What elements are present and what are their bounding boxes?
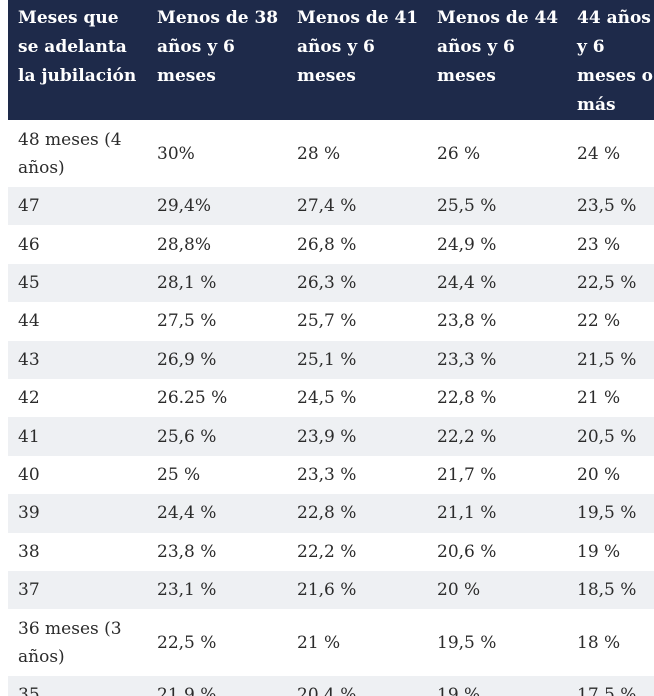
months-cell: 37: [18, 580, 40, 601]
less-41-6-cell: 28 %: [297, 143, 341, 164]
less-38-6-cell: 30%: [157, 143, 195, 164]
table-row: 37 23,1 % 21,6 % 20 % 18,5 %: [8, 570, 654, 610]
less-41-6-cell: 21 %: [297, 632, 341, 653]
less-38-6-cell: 25 %: [157, 464, 201, 485]
less-44-6-cell: 21,1 %: [437, 503, 497, 524]
table-row: 43 26,9 % 25,1 % 23,3 % 21,5 %: [8, 340, 654, 379]
months-cell: 42: [18, 388, 40, 409]
table-body: 48 meses (4 años) 30% 28 % 26 % 24 % 47 29,4% 2…: [8, 120, 654, 696]
reduction-table: Meses que se adelanta la jubilación Meno…: [8, 0, 654, 696]
more-44-6-cell: 21,5 %: [577, 349, 637, 370]
less-38-6-cell: 27,5 %: [157, 311, 217, 332]
more-44-6-cell: 22 %: [577, 311, 621, 332]
less-41-6-cell: 25,7 %: [297, 311, 357, 332]
more-44-6-cell: 18 %: [577, 632, 621, 653]
less-41-6-cell: 26,3 %: [297, 272, 357, 293]
less-44-6-cell: 25,5 %: [437, 196, 497, 217]
less-38-6-cell: 28,1 %: [157, 272, 217, 293]
less-44-6-cell: 20,6 %: [437, 541, 497, 562]
months-cell: 35: [18, 685, 40, 696]
table-header: Meses que se adelanta la jubilación Meno…: [8, 0, 654, 120]
table-row: 40 25 % 23,3 % 21,7 % 20 %: [8, 455, 654, 495]
months-cell: 46: [18, 234, 40, 255]
less-38-6-cell: 26.25 %: [157, 388, 228, 409]
less-41-6-cell: 25,1 %: [297, 349, 357, 370]
header-less-38-6: Menos de 38 años y 6 meses: [157, 8, 279, 86]
months-cell: 40: [18, 464, 40, 485]
months-cell: 44: [18, 311, 40, 332]
less-44-6-cell: 19,5 %: [437, 632, 497, 653]
table-row: 36 meses (3 años) 22,5 % 21 % 19,5 % 18 %: [8, 609, 654, 677]
months-cell: 47: [18, 196, 40, 217]
more-44-6-cell: 17,5 %: [577, 685, 637, 696]
more-44-6-cell: 21 %: [577, 388, 621, 409]
header-months-early: Meses que se adelanta la jubilación: [18, 8, 137, 86]
less-38-6-cell: 25,6 %: [157, 426, 217, 447]
table-row: 48 meses (4 años) 30% 28 % 26 % 24 %: [8, 120, 654, 187]
less-44-6-cell: 22,8 %: [437, 388, 497, 409]
less-41-6-cell: 20,4 %: [297, 685, 357, 696]
less-44-6-cell: 23,8 %: [437, 311, 497, 332]
table-row: 42 26.25 % 24,5 % 22,8 % 21 %: [8, 378, 654, 418]
less-38-6-cell: 29,4%: [157, 196, 212, 217]
less-38-6-cell: 24,4 %: [157, 503, 217, 524]
table-row: 45 28,1 % 26,3 % 24,4 % 22,5 %: [8, 263, 654, 303]
less-38-6-cell: 21,9 %: [157, 685, 217, 696]
header-44-6-or-more: 44 años y 6 meses o más: [577, 8, 654, 115]
less-44-6-cell: 24,9 %: [437, 234, 497, 255]
less-44-6-cell: 23,3 %: [437, 349, 497, 370]
less-38-6-cell: 26,9 %: [157, 349, 217, 370]
months-cell: 38: [18, 541, 40, 562]
less-41-6-cell: 26,8 %: [297, 234, 357, 255]
less-44-6-cell: 19 %: [437, 685, 481, 696]
header-row: Meses que se adelanta la jubilación Meno…: [8, 0, 654, 120]
less-38-6-cell: 23,8 %: [157, 541, 217, 562]
less-41-6-cell: 23,9 %: [297, 426, 357, 447]
table-row: 39 24,4 % 22,8 % 21,1 % 19,5 %: [8, 494, 654, 533]
months-cell: 45: [18, 272, 40, 293]
less-44-6-cell: 21,7 %: [437, 464, 497, 485]
more-44-6-cell: 20,5 %: [577, 426, 637, 447]
more-44-6-cell: 19,5 %: [577, 503, 637, 524]
months-cell: 41: [18, 426, 40, 447]
less-38-6-cell: 28,8%: [157, 234, 212, 255]
more-44-6-cell: 18,5 %: [577, 580, 637, 601]
table-row: 35 21,9 % 20,4 % 19 % 17,5 %: [8, 676, 654, 696]
less-38-6-cell: 22,5 %: [157, 632, 217, 653]
more-44-6-cell: 20 %: [577, 464, 621, 485]
header-less-41-6: Menos de 41 años y 6 meses: [297, 8, 419, 86]
less-41-6-cell: 24,5 %: [297, 388, 357, 409]
months-cell: 36 meses (3 años): [18, 618, 122, 667]
header-less-44-6: Menos de 44 años y 6 meses: [437, 8, 559, 86]
less-41-6-cell: 23,3 %: [297, 464, 357, 485]
table-row: 44 27,5 % 25,7 % 23,8 % 22 %: [8, 302, 654, 341]
table-row: 47 29,4% 27,4 % 25,5 % 23,5 %: [8, 187, 654, 226]
table-row: 38 23,8 % 22,2 % 20,6 % 19 %: [8, 532, 654, 571]
less-41-6-cell: 22,2 %: [297, 541, 357, 562]
less-44-6-cell: 22,2 %: [437, 426, 497, 447]
more-44-6-cell: 22,5 %: [577, 272, 637, 293]
table-row: 41 25,6 % 23,9 % 22,2 % 20,5 %: [8, 417, 654, 456]
months-cell: 39: [18, 503, 40, 524]
less-41-6-cell: 27,4 %: [297, 196, 357, 217]
months-cell: 48 meses (4 años): [18, 129, 122, 178]
less-41-6-cell: 21,6 %: [297, 580, 357, 601]
months-cell: 43: [18, 349, 40, 370]
table-row: 46 28,8% 26,8 % 24,9 % 23 %: [8, 225, 654, 264]
less-44-6-cell: 20 %: [437, 580, 481, 601]
less-44-6-cell: 24,4 %: [437, 272, 497, 293]
more-44-6-cell: 19 %: [577, 541, 621, 562]
more-44-6-cell: 23,5 %: [577, 196, 637, 217]
more-44-6-cell: 23 %: [577, 234, 621, 255]
more-44-6-cell: 24 %: [577, 143, 621, 164]
less-44-6-cell: 26 %: [437, 143, 481, 164]
less-41-6-cell: 22,8 %: [297, 503, 357, 524]
less-38-6-cell: 23,1 %: [157, 580, 217, 601]
